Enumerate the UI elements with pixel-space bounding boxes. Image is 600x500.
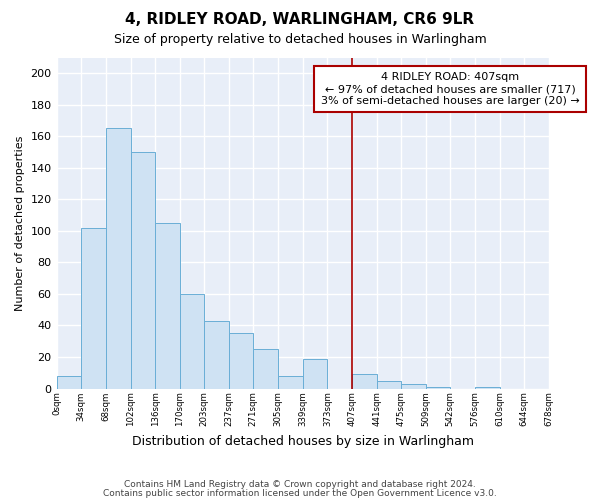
Bar — [253, 349, 278, 389]
Text: Contains HM Land Registry data © Crown copyright and database right 2024.: Contains HM Land Registry data © Crown c… — [124, 480, 476, 489]
Bar — [131, 152, 155, 388]
Bar — [229, 334, 253, 388]
Bar — [204, 320, 229, 388]
Y-axis label: Number of detached properties: Number of detached properties — [15, 136, 25, 310]
Text: 4, RIDLEY ROAD, WARLINGHAM, CR6 9LR: 4, RIDLEY ROAD, WARLINGHAM, CR6 9LR — [125, 12, 475, 28]
Bar — [278, 376, 303, 388]
X-axis label: Distribution of detached houses by size in Warlingham: Distribution of detached houses by size … — [132, 434, 474, 448]
Bar — [180, 294, 204, 388]
Bar — [352, 374, 377, 388]
Bar — [401, 384, 426, 388]
Text: 4 RIDLEY ROAD: 407sqm
← 97% of detached houses are smaller (717)
3% of semi-deta: 4 RIDLEY ROAD: 407sqm ← 97% of detached … — [321, 72, 580, 106]
Bar — [56, 376, 81, 388]
Bar — [377, 380, 401, 388]
Bar — [155, 223, 180, 388]
Bar — [81, 228, 106, 388]
Bar — [426, 387, 450, 388]
Text: Contains public sector information licensed under the Open Government Licence v3: Contains public sector information licen… — [103, 489, 497, 498]
Bar — [106, 128, 131, 388]
Text: Size of property relative to detached houses in Warlingham: Size of property relative to detached ho… — [113, 32, 487, 46]
Bar — [475, 387, 500, 388]
Bar — [303, 358, 328, 388]
